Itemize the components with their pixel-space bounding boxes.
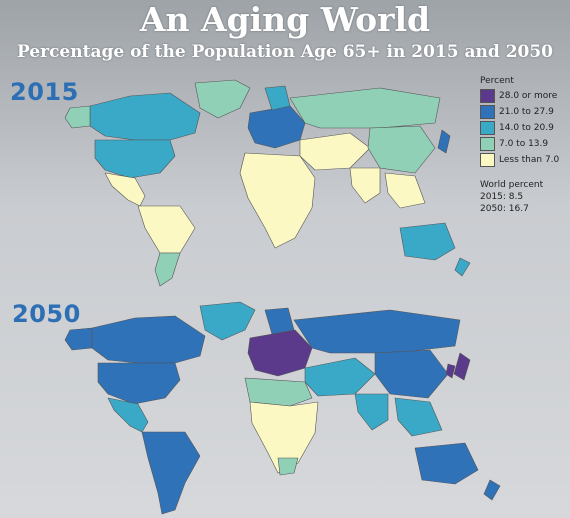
legend: Percent 28.0 or more 21.0 to 27.9 14.0 t… bbox=[480, 74, 568, 215]
map-title: An Aging World bbox=[139, 0, 431, 39]
legend-title: Percent bbox=[480, 76, 514, 86]
year-label-2050: 2050 bbox=[12, 300, 81, 328]
south-asia-region bbox=[349, 167, 381, 204]
legend-item: 21.0 to 27.9 bbox=[480, 104, 568, 119]
africa-region bbox=[239, 152, 316, 249]
canada-region bbox=[89, 92, 201, 141]
south-america-north bbox=[137, 205, 196, 254]
australia-region bbox=[414, 442, 479, 485]
china-region bbox=[367, 125, 436, 174]
legend-item: 7.0 to 13.9 bbox=[480, 136, 568, 151]
legend-item: Less than 7.0 bbox=[480, 152, 568, 167]
japan-region bbox=[453, 352, 471, 381]
world-map-2015 bbox=[64, 79, 471, 287]
southeast-asia-region bbox=[384, 172, 426, 209]
russia-region bbox=[293, 309, 461, 354]
south-america-south bbox=[154, 252, 181, 287]
europe-core-region bbox=[247, 329, 313, 377]
legend-label: 28.0 or more bbox=[499, 90, 558, 101]
world-percent-title: World percent bbox=[480, 180, 544, 190]
australia-region bbox=[399, 222, 456, 261]
alaska-region bbox=[64, 105, 91, 129]
greenland-region bbox=[194, 79, 251, 119]
southeast-asia-region bbox=[394, 397, 443, 437]
china-region bbox=[374, 349, 449, 399]
new-zealand-region bbox=[483, 479, 501, 501]
legend-label: 21.0 to 27.9 bbox=[499, 106, 554, 117]
legend-label: Less than 7.0 bbox=[499, 154, 560, 165]
legend-swatch bbox=[480, 88, 495, 103]
mexico-region bbox=[107, 397, 149, 433]
usa-region bbox=[97, 362, 181, 405]
new-zealand-region bbox=[454, 257, 471, 277]
south-africa-region bbox=[277, 457, 299, 476]
sub-saharan-africa-region bbox=[249, 401, 319, 474]
map-subtitle: Percentage of the Population Age 65+ in … bbox=[16, 42, 554, 62]
alaska-region bbox=[64, 327, 93, 351]
legend-label: 14.0 to 20.9 bbox=[499, 122, 554, 133]
legend-label: 7.0 to 13.9 bbox=[499, 138, 549, 149]
legend-item: 14.0 to 20.9 bbox=[480, 120, 568, 135]
japan-region bbox=[437, 129, 451, 154]
korea-region bbox=[445, 363, 456, 379]
legend-swatch bbox=[480, 104, 495, 119]
legend-swatch bbox=[480, 136, 495, 151]
greenland-region bbox=[199, 301, 256, 341]
canada-region bbox=[91, 315, 206, 364]
world-percent-2015: 2015: 8.5 bbox=[480, 192, 524, 202]
legend-item: 28.0 or more bbox=[480, 88, 568, 103]
usa-region bbox=[94, 139, 176, 179]
central-asia-region bbox=[304, 357, 376, 397]
central-asia-region bbox=[299, 132, 371, 171]
scandinavia-region bbox=[264, 85, 291, 111]
europe-region bbox=[247, 105, 306, 149]
world-map-2050 bbox=[64, 301, 501, 515]
scandinavia-region bbox=[264, 307, 295, 335]
russia-region bbox=[289, 87, 441, 129]
year-label-2015: 2015 bbox=[10, 78, 79, 106]
mexico-region bbox=[104, 172, 146, 207]
legend-swatch bbox=[480, 120, 495, 135]
south-asia-region bbox=[354, 393, 389, 431]
north-africa-region bbox=[244, 377, 313, 407]
world-percent-2050: 2050: 16.7 bbox=[480, 204, 529, 214]
legend-swatch bbox=[480, 152, 495, 167]
south-america-region bbox=[141, 431, 201, 515]
world-percent-block: World percent 2015: 8.5 2050: 16.7 bbox=[480, 179, 568, 215]
